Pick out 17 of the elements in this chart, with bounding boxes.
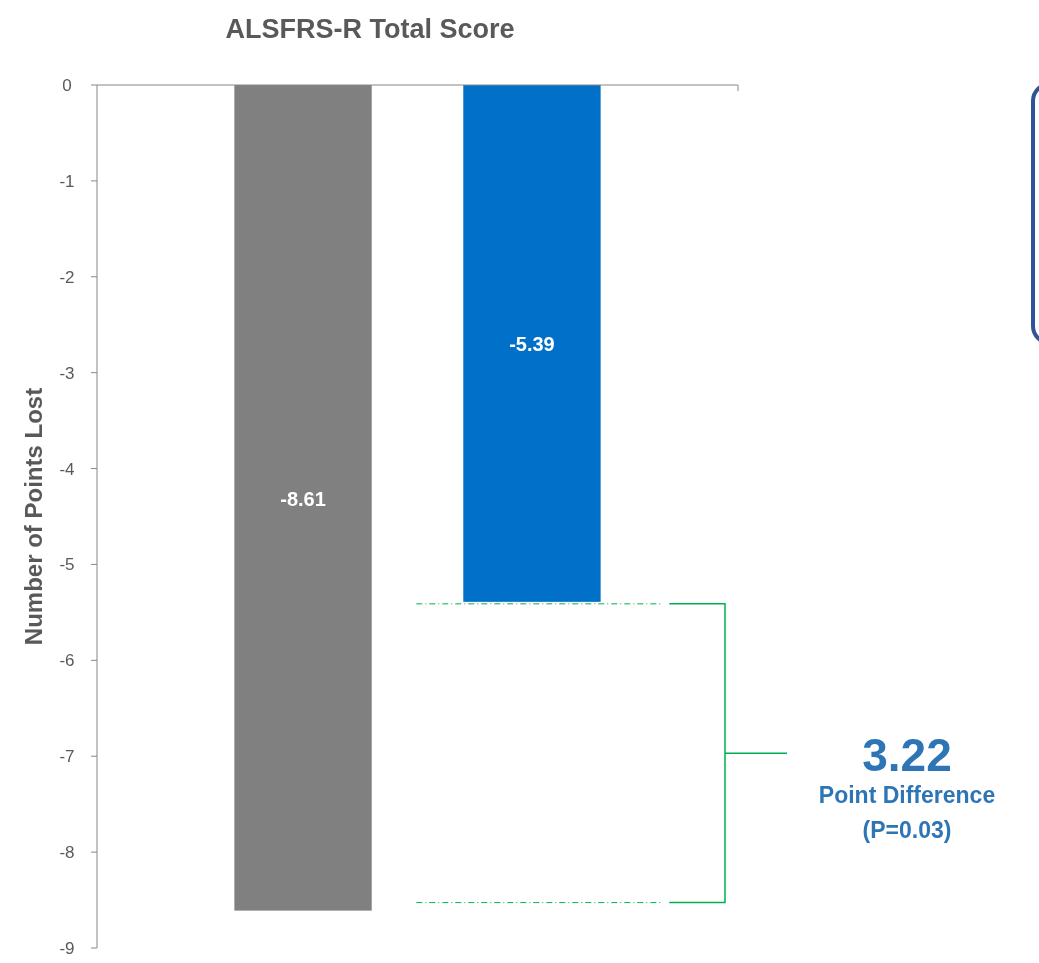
text: 3.22 <box>862 729 952 782</box>
y-axis-title: Number of Points Lost <box>20 387 47 646</box>
data-label: -5.39 <box>509 333 555 356</box>
y-tick-label: -7 <box>59 747 75 767</box>
y-tick-label: -6 <box>59 651 75 671</box>
y-tick-label: -1 <box>59 171 75 191</box>
y-tick-label: -5 <box>59 555 75 575</box>
chart-title: ALSFRS-R Total Score <box>225 14 515 44</box>
y-tick-label: -8 <box>59 843 75 863</box>
text: (P=0.03) <box>862 817 952 844</box>
data-label: -8.61 <box>280 487 326 510</box>
y-tick-label: -3 <box>59 363 75 383</box>
text: Point Difference <box>818 782 996 809</box>
y-tick-label: 0 <box>62 76 72 95</box>
y-tick-label: -2 <box>59 267 75 287</box>
y-tick-label: -9 <box>59 939 75 958</box>
y-tick-label: -4 <box>59 459 75 479</box>
